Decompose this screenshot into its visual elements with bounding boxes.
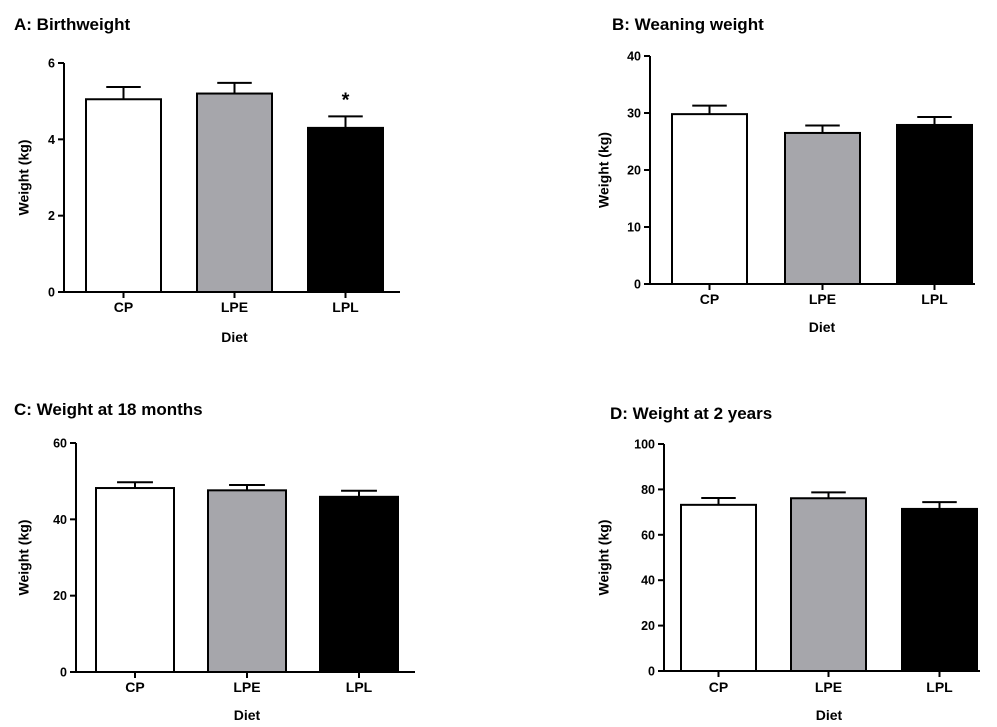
y-tick-label: 100 bbox=[634, 438, 655, 452]
x-tick-label: LPL bbox=[926, 679, 953, 695]
y-tick-label: 6 bbox=[48, 57, 55, 71]
y-tick-label: 60 bbox=[53, 437, 67, 451]
y-tick-label: 10 bbox=[627, 221, 641, 235]
panel-title: D: Weight at 2 years bbox=[610, 404, 772, 423]
bar-cp bbox=[85, 98, 162, 293]
panel-b: B: Weaning weight 0 10 20 30 40 Weight (kg) CP L… bbox=[596, 15, 975, 335]
x-axis-label: Diet bbox=[809, 319, 836, 335]
panel-title: B: Weaning weight bbox=[612, 15, 764, 34]
y-tick-label: 30 bbox=[627, 107, 641, 121]
panel-c: C: Weight at 18 months 0 20 40 60 Weight (kg)… bbox=[14, 400, 415, 723]
x-tick-label: LPL bbox=[346, 679, 373, 695]
y-axis-label: Weight (kg) bbox=[16, 140, 32, 216]
bar-lpl bbox=[896, 123, 973, 285]
x-tick-label: CP bbox=[709, 679, 728, 695]
bar-lpe bbox=[784, 131, 861, 285]
panel-title: C: Weight at 18 months bbox=[14, 400, 203, 419]
x-tick-label: CP bbox=[700, 291, 719, 307]
y-tick-label: 20 bbox=[641, 619, 655, 633]
x-tick-label: CP bbox=[114, 299, 133, 315]
bar-lpl bbox=[307, 126, 384, 293]
bar-lpe bbox=[196, 92, 273, 293]
bar-lpl bbox=[901, 507, 978, 672]
y-tick-label: 20 bbox=[627, 164, 641, 178]
panel-title: A: Birthweight bbox=[14, 15, 130, 34]
y-tick-label: 0 bbox=[648, 665, 655, 679]
y-tick-label: 80 bbox=[641, 483, 655, 497]
y-tick-label: 2 bbox=[48, 209, 55, 223]
y-axis-label: Weight (kg) bbox=[596, 132, 612, 208]
y-tick-label: 0 bbox=[48, 286, 55, 300]
y-tick-label: 20 bbox=[53, 589, 67, 603]
bar-lpl bbox=[319, 495, 399, 673]
y-tick-label: 4 bbox=[48, 133, 55, 147]
y-axis-label: Weight (kg) bbox=[16, 520, 32, 596]
significance-marker: * bbox=[342, 89, 350, 111]
y-tick-label: 60 bbox=[641, 528, 655, 542]
x-axis-label: Diet bbox=[816, 707, 843, 723]
panel-a: A: Birthweight 0 2 4 6 Weight (kg) CP LPE LPL * Di… bbox=[14, 15, 400, 345]
x-tick-label: LPE bbox=[815, 679, 842, 695]
bar-cp bbox=[671, 113, 748, 285]
y-tick-label: 0 bbox=[634, 278, 641, 292]
y-tick-label: 40 bbox=[627, 50, 641, 64]
y-tick-label: 40 bbox=[641, 574, 655, 588]
x-tick-label: LPE bbox=[233, 679, 260, 695]
x-tick-label: LPL bbox=[332, 299, 359, 315]
panel-d: D: Weight at 2 years 0 20 40 60 80 100 Weight (… bbox=[596, 404, 980, 723]
x-tick-label: LPE bbox=[221, 299, 248, 315]
x-tick-label: LPL bbox=[921, 291, 948, 307]
bar-lpe bbox=[790, 497, 867, 672]
x-axis-label: Diet bbox=[221, 329, 248, 345]
y-axis-label: Weight (kg) bbox=[596, 520, 612, 596]
bar-lpe bbox=[207, 489, 287, 673]
x-tick-label: CP bbox=[125, 679, 144, 695]
y-tick-label: 0 bbox=[60, 666, 67, 680]
y-tick-label: 40 bbox=[53, 513, 67, 527]
bar-cp bbox=[95, 487, 175, 673]
x-tick-label: LPE bbox=[809, 291, 836, 307]
x-axis-label: Diet bbox=[234, 707, 261, 723]
bar-cp bbox=[680, 503, 757, 672]
